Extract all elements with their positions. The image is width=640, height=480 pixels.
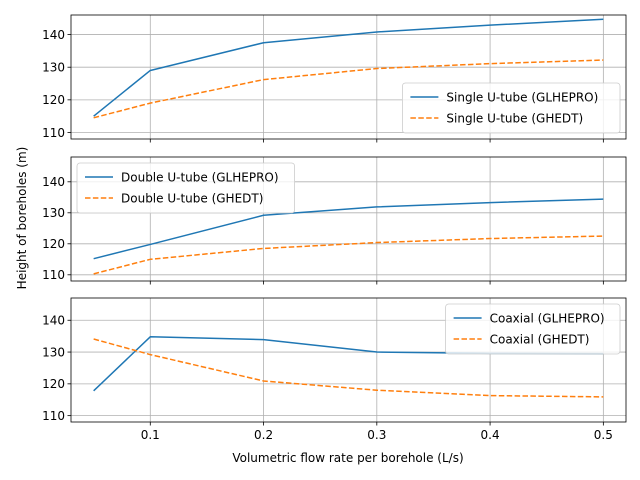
y-tick-label: 110 xyxy=(42,268,65,282)
x-tick-label: 0.3 xyxy=(367,428,386,442)
y-tick-label: 140 xyxy=(42,28,65,42)
y-tick-label: 120 xyxy=(42,237,65,251)
axes-frame xyxy=(70,297,627,423)
y-tick-label: 130 xyxy=(42,345,65,359)
y-axis-label: Height of boreholes (m) xyxy=(15,147,29,290)
series-line-2 xyxy=(93,59,604,119)
axes-frame xyxy=(70,156,627,282)
legend-label: Single U-tube (GLHEPRO) xyxy=(446,90,598,104)
x-tick-label: 0.5 xyxy=(594,428,613,442)
y-tick-label: 120 xyxy=(42,93,65,107)
y-tick-label: 130 xyxy=(42,206,65,220)
series-line-1 xyxy=(93,198,604,260)
y-tick-label: 140 xyxy=(42,175,65,189)
y-tick-label: 140 xyxy=(42,314,65,328)
panel-3: 110 120 130 140 0.1 0.2 0.3 0.4 0.5 Coaxial (GLHE… xyxy=(42,297,627,442)
y-tick-label: 120 xyxy=(42,377,65,391)
series-line-1 xyxy=(93,18,604,117)
legend-label: Double U-tube (GLHEPRO) xyxy=(121,170,279,184)
x-axis-label: Volumetric flow rate per borehole (L/s) xyxy=(232,451,463,465)
x-tick-label: 0.4 xyxy=(481,428,500,442)
legend-label: Single U-tube (GHEDT) xyxy=(446,111,583,125)
x-tick-label: 0.1 xyxy=(141,428,160,442)
legend-label: Coaxial (GLHEPRO) xyxy=(490,311,605,325)
axes-frame xyxy=(70,14,627,140)
y-tick-label: 110 xyxy=(42,409,65,423)
legend: Double U-tube (GLHEPRO) Double U-tube (GH… xyxy=(76,162,296,214)
legend-box xyxy=(445,303,621,355)
series-line-2 xyxy=(93,235,604,275)
legend: Single U-tube (GLHEPRO) Single U-tube (GH… xyxy=(401,82,621,134)
legend-label: Double U-tube (GHEDT) xyxy=(121,191,263,205)
legend: Coaxial (GLHEPRO) Coaxial (GHEDT) xyxy=(445,303,621,355)
series-line-2 xyxy=(93,338,604,398)
x-tick-label: 0.2 xyxy=(254,428,273,442)
legend-label: Coaxial (GHEDT) xyxy=(490,332,590,346)
legend-box xyxy=(76,162,296,214)
legend-box xyxy=(401,82,621,134)
y-tick-label: 130 xyxy=(42,61,65,75)
y-tick-label: 110 xyxy=(42,126,65,140)
